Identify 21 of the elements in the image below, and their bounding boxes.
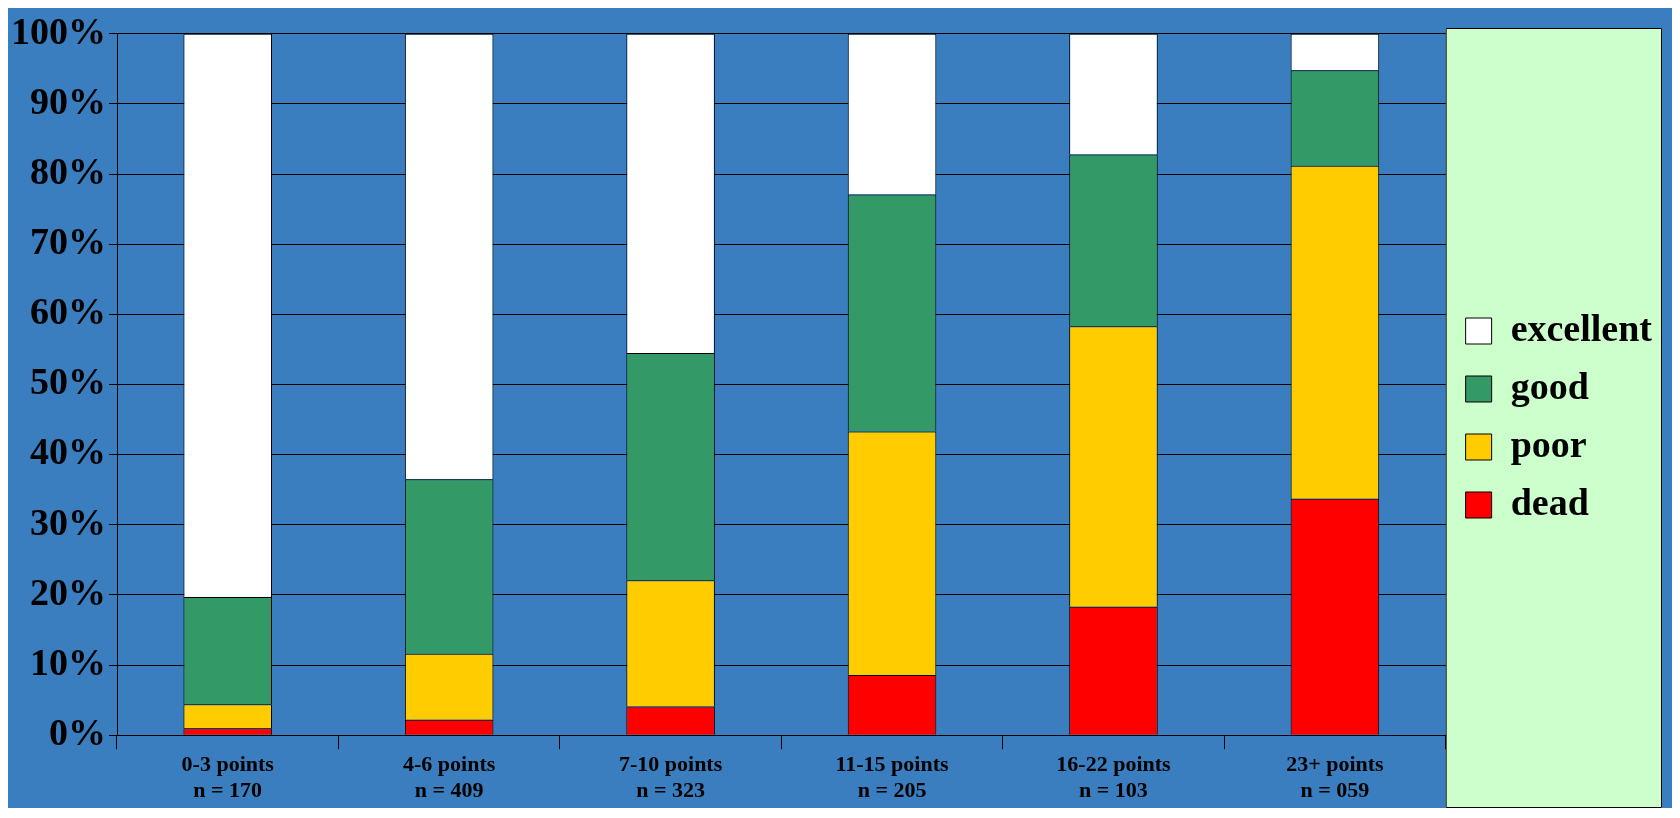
x-tick-label: 0-3 points n = 170 [181,751,275,803]
legend-label: good [1510,364,1589,407]
y-tick-label: 0% [49,711,106,754]
x-tick-label: 16-22 points n = 103 [1056,751,1172,803]
y-tick-label: 100% [11,9,106,52]
x-tick-label: 4-6 points n = 409 [403,751,496,803]
y-tick-label: 10% [30,640,106,683]
y-tick-label: 90% [30,79,106,122]
x-tick-label: 23+ points n = 059 [1286,751,1385,803]
legend-label: poor [1510,422,1587,465]
y-tick-label: 40% [30,430,106,473]
legend-label: excellent [1510,306,1653,349]
y-tick-label: 30% [30,500,106,543]
y-tick-label: 70% [30,220,106,263]
y-tick-label: 80% [30,149,106,192]
y-tick-label: 20% [30,570,106,613]
legend-label: dead [1510,480,1589,523]
x-tick-label: 7-10 points n = 323 [618,751,723,803]
y-tick-label: 50% [30,360,106,403]
y-tick-label: 60% [30,290,106,333]
x-tick-label: 11-15 points n = 205 [835,751,950,803]
